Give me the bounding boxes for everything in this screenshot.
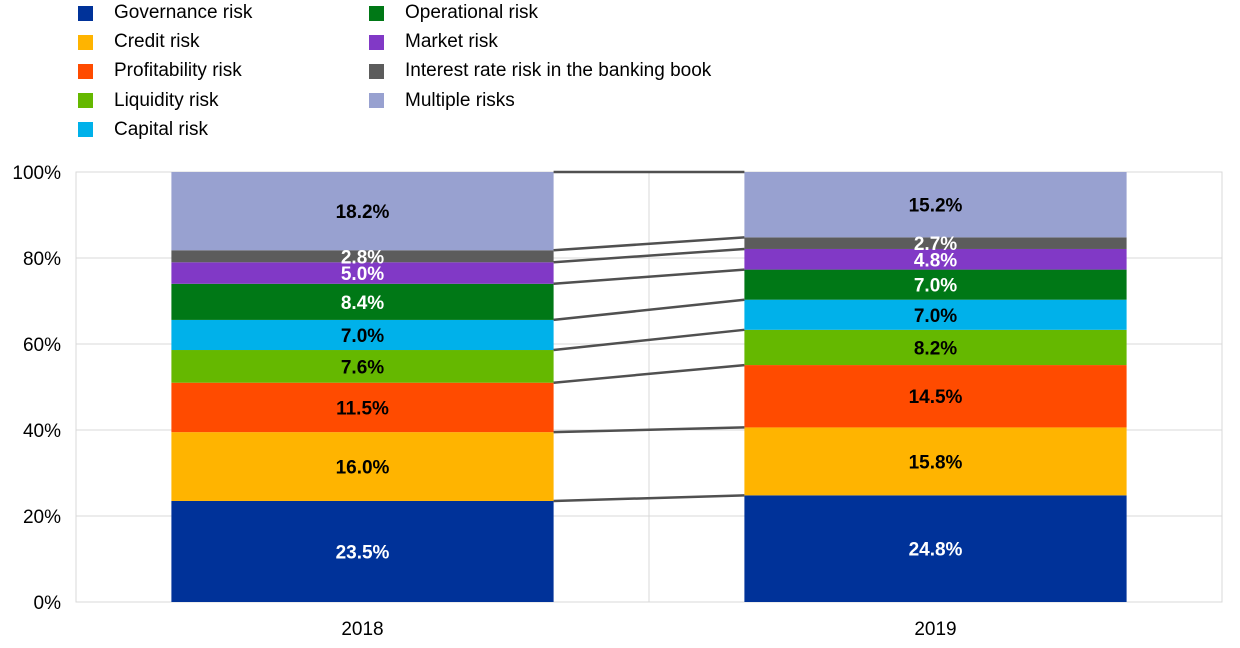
series-line <box>553 247 745 264</box>
legend-swatch <box>78 63 93 79</box>
data-label: 24.8% <box>909 540 963 561</box>
bar-governance-risk-2018 <box>171 500 554 602</box>
bar-market-risk-2019 <box>744 248 1127 270</box>
legend-label: Operational risk <box>405 2 539 23</box>
series-line <box>553 363 745 384</box>
legend-label: Governance risk <box>114 2 253 23</box>
legend-label: Credit risk <box>114 31 200 53</box>
stacked-bar-chart: 0% 20% 40% 60% 80% 100% 23.5% 24.8% 16.0% 15.8% 11… <box>12 163 1223 640</box>
legend-item-capital-risk: Capital risk <box>78 118 208 142</box>
data-label: 7.0% <box>341 326 384 347</box>
y-tick-label: 0% <box>34 593 62 614</box>
data-labels: 23.5% 24.8% 16.0% 15.8% 11.5% 14.5% 7.6% 8.2% 7.… <box>336 196 963 564</box>
bar-interest-rate-risk-in-the-banking-book-2018 <box>171 250 554 263</box>
legend-label: Multiple risks <box>405 89 515 111</box>
data-label: 11.5% <box>336 398 389 419</box>
legend-item-market-risk: Market risk <box>369 30 498 54</box>
legend-item-governance-risk: Governance risk <box>78 1 252 25</box>
data-label: 15.8% <box>909 452 963 473</box>
x-tick-label: 2018 <box>341 619 383 640</box>
bar-profitability-risk-2018 <box>171 382 554 433</box>
legend-label: Market risk <box>405 31 498 53</box>
data-label: 23.5% <box>336 542 390 563</box>
series-line <box>553 268 745 286</box>
data-label: 15.2% <box>909 196 963 217</box>
bar-credit-risk-2019 <box>744 427 1127 496</box>
y-tick-label: 20% <box>23 507 61 528</box>
y-tick-label: 40% <box>23 421 61 442</box>
x-tick-label: 2019 <box>914 619 956 640</box>
legend-swatch <box>369 93 384 109</box>
legend-swatch <box>78 34 93 50</box>
bar-interest-rate-risk-in-the-banking-book-2019 <box>744 237 1127 249</box>
data-label: 7.6% <box>341 357 384 378</box>
bar-liquidity-risk-2019 <box>744 329 1127 366</box>
bar-liquidity-risk-2018 <box>171 350 554 383</box>
series-line <box>553 236 745 252</box>
legend-swatch <box>369 63 384 79</box>
bar-operational-risk-2018 <box>171 283 554 320</box>
data-label: 14.5% <box>909 387 963 408</box>
chart-legend: Governance risk Credit risk Profitability … <box>0 0 1240 150</box>
legend-item-interest-rate-risk-in-the-banking-book: Interest rate risk in the banking book <box>369 59 711 83</box>
legend-item-liquidity-risk: Liquidity risk <box>78 89 219 113</box>
legend-swatch <box>369 34 384 50</box>
legend-swatch <box>78 93 93 109</box>
data-label: 16.0% <box>336 458 390 479</box>
legend-label: Interest rate risk in the banking book <box>405 60 712 82</box>
data-label: 18.2% <box>336 202 390 223</box>
legend-label: Liquidity risk <box>114 89 219 111</box>
bar-multiple-risks-2019 <box>744 172 1127 238</box>
bar-capital-risk-2019 <box>744 299 1127 330</box>
data-label: 4.8% <box>914 250 957 271</box>
bar-capital-risk-2018 <box>171 319 554 351</box>
data-label: 7.0% <box>914 276 957 297</box>
data-label: 8.4% <box>341 293 384 314</box>
bar-profitability-risk-2019 <box>744 365 1127 428</box>
bar-multiple-risks-2018 <box>171 172 554 251</box>
legend-swatch <box>369 5 384 21</box>
data-label: 8.2% <box>914 338 957 359</box>
legend-item-multiple-risks: Multiple risks <box>369 89 515 113</box>
bar-operational-risk-2019 <box>744 269 1127 300</box>
data-label: 7.0% <box>914 306 957 327</box>
bar-governance-risk-2019 <box>744 495 1127 602</box>
series-line <box>553 328 745 352</box>
legend-label: Profitability risk <box>114 60 242 82</box>
series-line <box>553 298 745 322</box>
series-line <box>553 494 745 503</box>
bar-credit-risk-2018 <box>171 432 554 501</box>
series-line <box>553 426 745 434</box>
y-tick-label: 100% <box>12 163 61 184</box>
legend-swatch <box>78 5 93 21</box>
legend-swatch <box>78 122 93 138</box>
legend-item-profitability-risk: Profitability risk <box>78 59 242 83</box>
legend-label: Capital risk <box>114 118 208 140</box>
y-tick-label: 80% <box>23 249 61 270</box>
data-label: 5.0% <box>341 264 384 285</box>
data-label: 2.7% <box>914 234 957 255</box>
y-tick-label: 60% <box>23 335 61 356</box>
data-label: 2.8% <box>341 247 384 268</box>
legend-item-operational-risk: Operational risk <box>369 1 538 25</box>
legend-item-credit-risk: Credit risk <box>78 30 200 54</box>
bar-market-risk-2018 <box>171 262 554 284</box>
